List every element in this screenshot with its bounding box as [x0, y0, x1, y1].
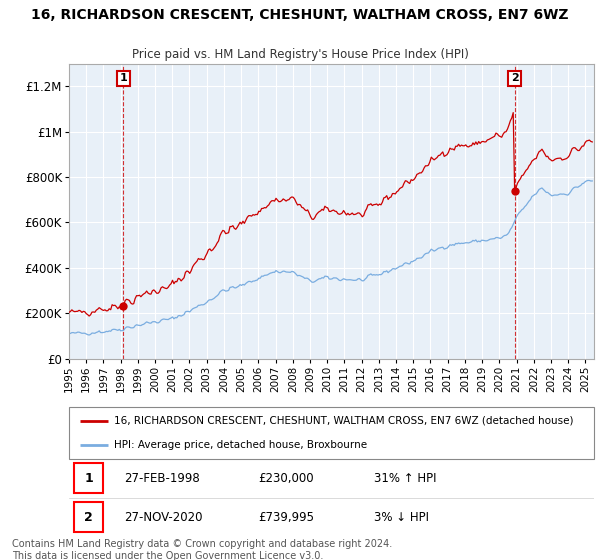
Text: 1: 1	[119, 73, 127, 83]
Text: Contains HM Land Registry data © Crown copyright and database right 2024.
This d: Contains HM Land Registry data © Crown c…	[12, 539, 392, 560]
Text: 1: 1	[85, 472, 93, 484]
Text: 27-FEB-1998: 27-FEB-1998	[124, 472, 200, 484]
Text: 31% ↑ HPI: 31% ↑ HPI	[373, 472, 436, 484]
Text: £739,995: £739,995	[258, 511, 314, 524]
Text: Price paid vs. HM Land Registry's House Price Index (HPI): Price paid vs. HM Land Registry's House …	[131, 48, 469, 62]
FancyBboxPatch shape	[74, 502, 103, 532]
Text: 27-NOV-2020: 27-NOV-2020	[124, 511, 203, 524]
Text: 16, RICHARDSON CRESCENT, CHESHUNT, WALTHAM CROSS, EN7 6WZ (detached house): 16, RICHARDSON CRESCENT, CHESHUNT, WALTH…	[113, 416, 573, 426]
Text: £230,000: £230,000	[258, 472, 314, 484]
Text: 3% ↓ HPI: 3% ↓ HPI	[373, 511, 428, 524]
Text: HPI: Average price, detached house, Broxbourne: HPI: Average price, detached house, Brox…	[113, 440, 367, 450]
Text: 2: 2	[511, 73, 518, 83]
Text: 16, RICHARDSON CRESCENT, CHESHUNT, WALTHAM CROSS, EN7 6WZ: 16, RICHARDSON CRESCENT, CHESHUNT, WALTH…	[31, 8, 569, 22]
FancyBboxPatch shape	[69, 407, 594, 459]
Text: 2: 2	[85, 511, 93, 524]
FancyBboxPatch shape	[74, 463, 103, 493]
